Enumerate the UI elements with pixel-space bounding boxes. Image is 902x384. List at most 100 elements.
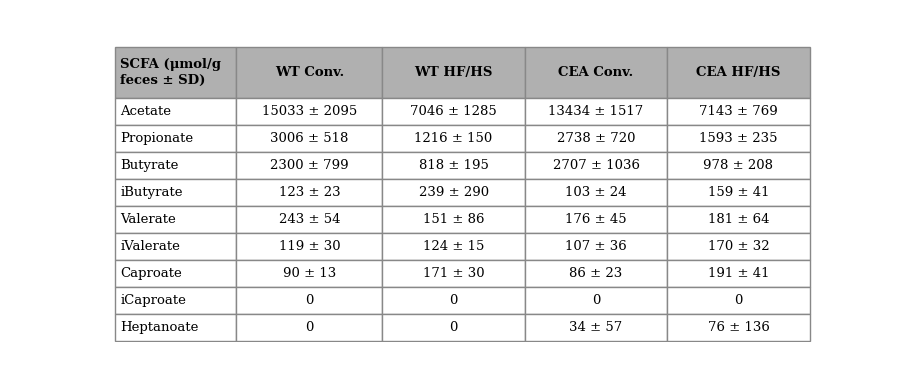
Text: iCaproate: iCaproate: [121, 294, 187, 307]
Text: 151 ± 86: 151 ± 86: [423, 213, 484, 226]
Bar: [236, 260, 382, 287]
Bar: [236, 233, 382, 260]
Text: 7143 ± 769: 7143 ± 769: [699, 105, 778, 118]
Text: 2738 ± 720: 2738 ± 720: [557, 132, 635, 145]
Bar: [382, 125, 525, 152]
Text: Butyrate: Butyrate: [121, 159, 179, 172]
Text: 123 ± 23: 123 ± 23: [279, 186, 340, 199]
Bar: [382, 287, 525, 314]
Bar: [115, 98, 236, 125]
Text: 90 ± 13: 90 ± 13: [283, 267, 336, 280]
Text: 0: 0: [592, 294, 600, 307]
Bar: [382, 179, 525, 206]
Text: Valerate: Valerate: [121, 213, 176, 226]
Bar: [525, 98, 667, 125]
Bar: [115, 233, 236, 260]
Text: 176 ± 45: 176 ± 45: [566, 213, 627, 226]
Text: 2300 ± 799: 2300 ± 799: [270, 159, 349, 172]
Bar: [115, 179, 236, 206]
Text: 107 ± 36: 107 ± 36: [566, 240, 627, 253]
Bar: [667, 314, 810, 341]
Bar: [115, 314, 236, 341]
Text: 34 ± 57: 34 ± 57: [569, 321, 622, 334]
Text: 1593 ± 235: 1593 ± 235: [699, 132, 778, 145]
Bar: [236, 98, 382, 125]
Bar: [382, 152, 525, 179]
Text: 243 ± 54: 243 ± 54: [279, 213, 340, 226]
Text: 13434 ± 1517: 13434 ± 1517: [548, 105, 644, 118]
Text: 76 ± 136: 76 ± 136: [707, 321, 769, 334]
Text: 2707 ± 1036: 2707 ± 1036: [553, 159, 640, 172]
Bar: [236, 206, 382, 233]
Bar: [382, 47, 525, 98]
Bar: [382, 233, 525, 260]
Text: 181 ± 64: 181 ± 64: [708, 213, 769, 226]
Bar: [525, 287, 667, 314]
Bar: [667, 98, 810, 125]
Bar: [115, 287, 236, 314]
Text: 3006 ± 518: 3006 ± 518: [271, 132, 348, 145]
Text: 978 ± 208: 978 ± 208: [704, 159, 774, 172]
Bar: [667, 260, 810, 287]
Bar: [667, 125, 810, 152]
Bar: [667, 47, 810, 98]
Bar: [525, 125, 667, 152]
Text: 124 ± 15: 124 ± 15: [423, 240, 484, 253]
Text: 103 ± 24: 103 ± 24: [566, 186, 627, 199]
Bar: [667, 206, 810, 233]
Text: 818 ± 195: 818 ± 195: [419, 159, 489, 172]
Text: iValerate: iValerate: [121, 240, 180, 253]
Bar: [236, 47, 382, 98]
Bar: [525, 179, 667, 206]
Text: Heptanoate: Heptanoate: [121, 321, 198, 334]
Text: CEA HF/HS: CEA HF/HS: [696, 66, 780, 79]
Text: 239 ± 290: 239 ± 290: [419, 186, 489, 199]
Bar: [236, 287, 382, 314]
Text: 0: 0: [449, 294, 458, 307]
Bar: [382, 206, 525, 233]
Bar: [236, 179, 382, 206]
Bar: [667, 287, 810, 314]
Text: WT HF/HS: WT HF/HS: [414, 66, 492, 79]
Bar: [236, 152, 382, 179]
Text: 15033 ± 2095: 15033 ± 2095: [262, 105, 357, 118]
Text: iButyrate: iButyrate: [121, 186, 183, 199]
Text: CEA Conv.: CEA Conv.: [558, 66, 634, 79]
Bar: [525, 260, 667, 287]
Text: 191 ± 41: 191 ± 41: [708, 267, 769, 280]
Bar: [525, 47, 667, 98]
Text: SCFA (μmol/g
feces ± SD): SCFA (μmol/g feces ± SD): [121, 58, 221, 87]
Bar: [115, 260, 236, 287]
Bar: [115, 47, 236, 98]
Text: 0: 0: [305, 294, 314, 307]
Bar: [667, 179, 810, 206]
Text: 171 ± 30: 171 ± 30: [423, 267, 484, 280]
Text: 7046 ± 1285: 7046 ± 1285: [410, 105, 497, 118]
Bar: [525, 233, 667, 260]
Text: Propionate: Propionate: [121, 132, 194, 145]
Bar: [115, 206, 236, 233]
Bar: [382, 98, 525, 125]
Text: 159 ± 41: 159 ± 41: [708, 186, 769, 199]
Bar: [382, 314, 525, 341]
Bar: [667, 152, 810, 179]
Bar: [236, 125, 382, 152]
Bar: [667, 233, 810, 260]
Text: 170 ± 32: 170 ± 32: [708, 240, 769, 253]
Text: WT Conv.: WT Conv.: [275, 66, 344, 79]
Bar: [525, 152, 667, 179]
Bar: [525, 206, 667, 233]
Text: 119 ± 30: 119 ± 30: [279, 240, 340, 253]
Bar: [115, 125, 236, 152]
Text: 0: 0: [305, 321, 314, 334]
Text: Acetate: Acetate: [121, 105, 171, 118]
Text: 1216 ± 150: 1216 ± 150: [414, 132, 492, 145]
Bar: [115, 152, 236, 179]
Text: 0: 0: [734, 294, 742, 307]
Text: Caproate: Caproate: [121, 267, 182, 280]
Bar: [525, 314, 667, 341]
Text: 0: 0: [449, 321, 458, 334]
Bar: [382, 260, 525, 287]
Text: 86 ± 23: 86 ± 23: [569, 267, 622, 280]
Bar: [236, 314, 382, 341]
